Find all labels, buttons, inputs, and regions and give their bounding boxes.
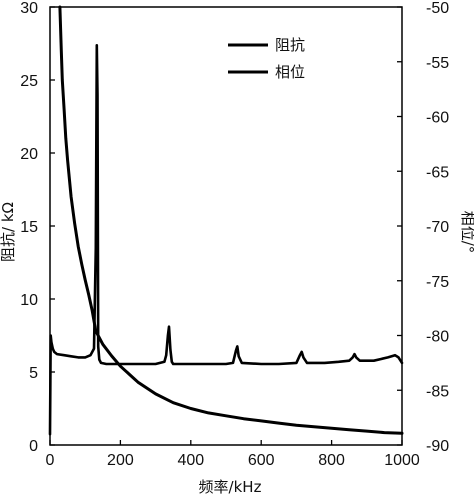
left-y-tick-label-6: 30	[20, 0, 38, 17]
left-y-tick-label-0: 0	[29, 438, 38, 455]
right-y-tick-label-7: -85	[426, 383, 449, 400]
x-tick-label-3: 600	[248, 452, 275, 469]
right-y-axis-label: 相位/°	[459, 211, 474, 254]
x-tick-label-1: 200	[107, 452, 134, 469]
series-line-phase	[48, 44, 404, 436]
x-tick-label-0: 0	[46, 452, 55, 469]
right-y-tick-label-1: -55	[426, 55, 449, 72]
left-y-tick-label-3: 15	[20, 219, 38, 236]
legend-label-1: 相位	[275, 63, 305, 81]
right-y-tick-label-8: -90	[426, 438, 449, 455]
series-line-impedance	[58, 5, 404, 435]
legend-label-0: 阻抗	[275, 36, 305, 54]
left-y-tick-label-4: 20	[20, 146, 38, 163]
axis-tick-labels: 0 200 400 600 800 1000 0 5 10 15 20 25 30 -50 -55 -60 -6…	[20, 0, 449, 469]
x-tick-label-4: 800	[318, 452, 345, 469]
right-y-tick-label-0: -50	[426, 0, 449, 17]
left-y-tick-label-5: 25	[20, 73, 38, 90]
x-tick-label-5: 1000	[384, 452, 420, 469]
series-lines	[48, 5, 404, 436]
x-tick-label-2: 400	[177, 452, 204, 469]
plot-area-border	[49, 6, 403, 446]
right-y-tick-label-6: -80	[426, 329, 449, 346]
axis-ticks	[49, 6, 403, 446]
right-y-tick-label-4: -70	[426, 219, 449, 236]
right-y-tick-label-5: -75	[426, 274, 449, 291]
left-y-axis-label: 阻抗/ kΩ	[0, 202, 17, 262]
left-y-tick-label-2: 10	[20, 292, 38, 309]
right-y-tick-label-3: -65	[426, 164, 449, 181]
left-y-tick-label-1: 5	[29, 365, 38, 382]
plot-frame	[49, 6, 403, 446]
x-axis-label: 频率/kHz	[199, 478, 262, 496]
right-y-tick-label-2: -60	[426, 110, 449, 127]
